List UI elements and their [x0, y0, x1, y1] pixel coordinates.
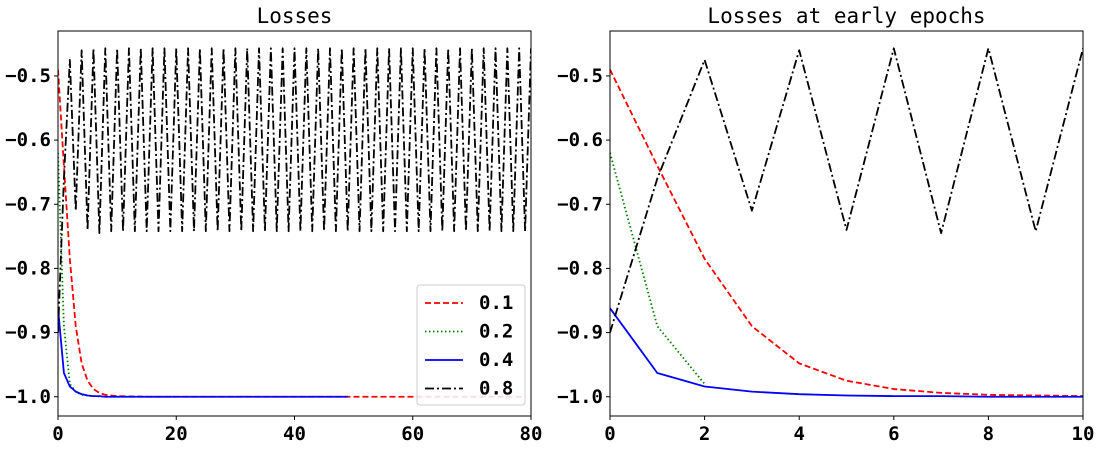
series-line-0-8	[58, 47, 531, 333]
legend: 0.1 0.2 0.4 0.8	[416, 284, 526, 406]
y-tick-label: −1.0	[5, 386, 51, 408]
y-tick-label: −0.9	[557, 322, 603, 344]
chart-panel-2: Losses at early epochs 0 2 4 6 8 10 −1.0 −0.9 −0.…	[557, 4, 1094, 445]
series-group	[610, 47, 1083, 398]
chart-title: Losses at early epochs	[707, 4, 985, 28]
x-tick-label: 0	[52, 423, 63, 445]
y-tick-label: −0.6	[5, 129, 51, 151]
y-tick-label: −1.0	[557, 386, 603, 408]
x-tick-label: 6	[888, 423, 899, 445]
x-tick-label: 8	[983, 423, 994, 445]
legend-box	[416, 284, 526, 406]
y-tick-label: −0.7	[557, 193, 603, 215]
series-line-0-8	[610, 47, 1083, 333]
x-tick-label: 20	[165, 423, 188, 445]
x-tick-label: 4	[793, 423, 804, 445]
x-tick-label: 60	[401, 423, 424, 445]
legend-label: 0.1	[479, 292, 513, 314]
legend-label: 0.2	[479, 321, 513, 343]
legend-label: 0.8	[479, 378, 513, 400]
x-tick-label: 2	[699, 423, 710, 445]
y-tick-label: −0.5	[5, 65, 51, 87]
series-line-0-1	[610, 69, 1083, 398]
chart-panel-1: Losses 0 20 40 60 80 −1.0 −0.9 −0.8 −0.7 −0.6 −0.5 0…	[5, 4, 542, 445]
y-tick-label: −0.8	[557, 257, 603, 279]
series-line-0-1	[58, 69, 526, 398]
chart-title: Losses	[257, 4, 333, 28]
x-tick-label: 80	[520, 423, 543, 445]
series-line-0-4	[58, 308, 348, 398]
axes-frame	[609, 30, 1084, 417]
x-tick-label: 10	[1072, 423, 1095, 445]
x-tick-label: 40	[283, 423, 306, 445]
y-tick-label: −0.8	[5, 257, 51, 279]
series-group	[58, 47, 531, 398]
y-tick-label: −0.6	[557, 129, 603, 151]
y-tick-label: −0.5	[557, 65, 603, 87]
series-line-0-2	[610, 152, 706, 385]
legend-label: 0.4	[479, 349, 513, 371]
y-tick-label: −0.9	[5, 322, 51, 344]
x-tick-label: 0	[604, 423, 615, 445]
series-line-0-4	[610, 307, 1083, 398]
y-tick-label: −0.7	[5, 193, 51, 215]
